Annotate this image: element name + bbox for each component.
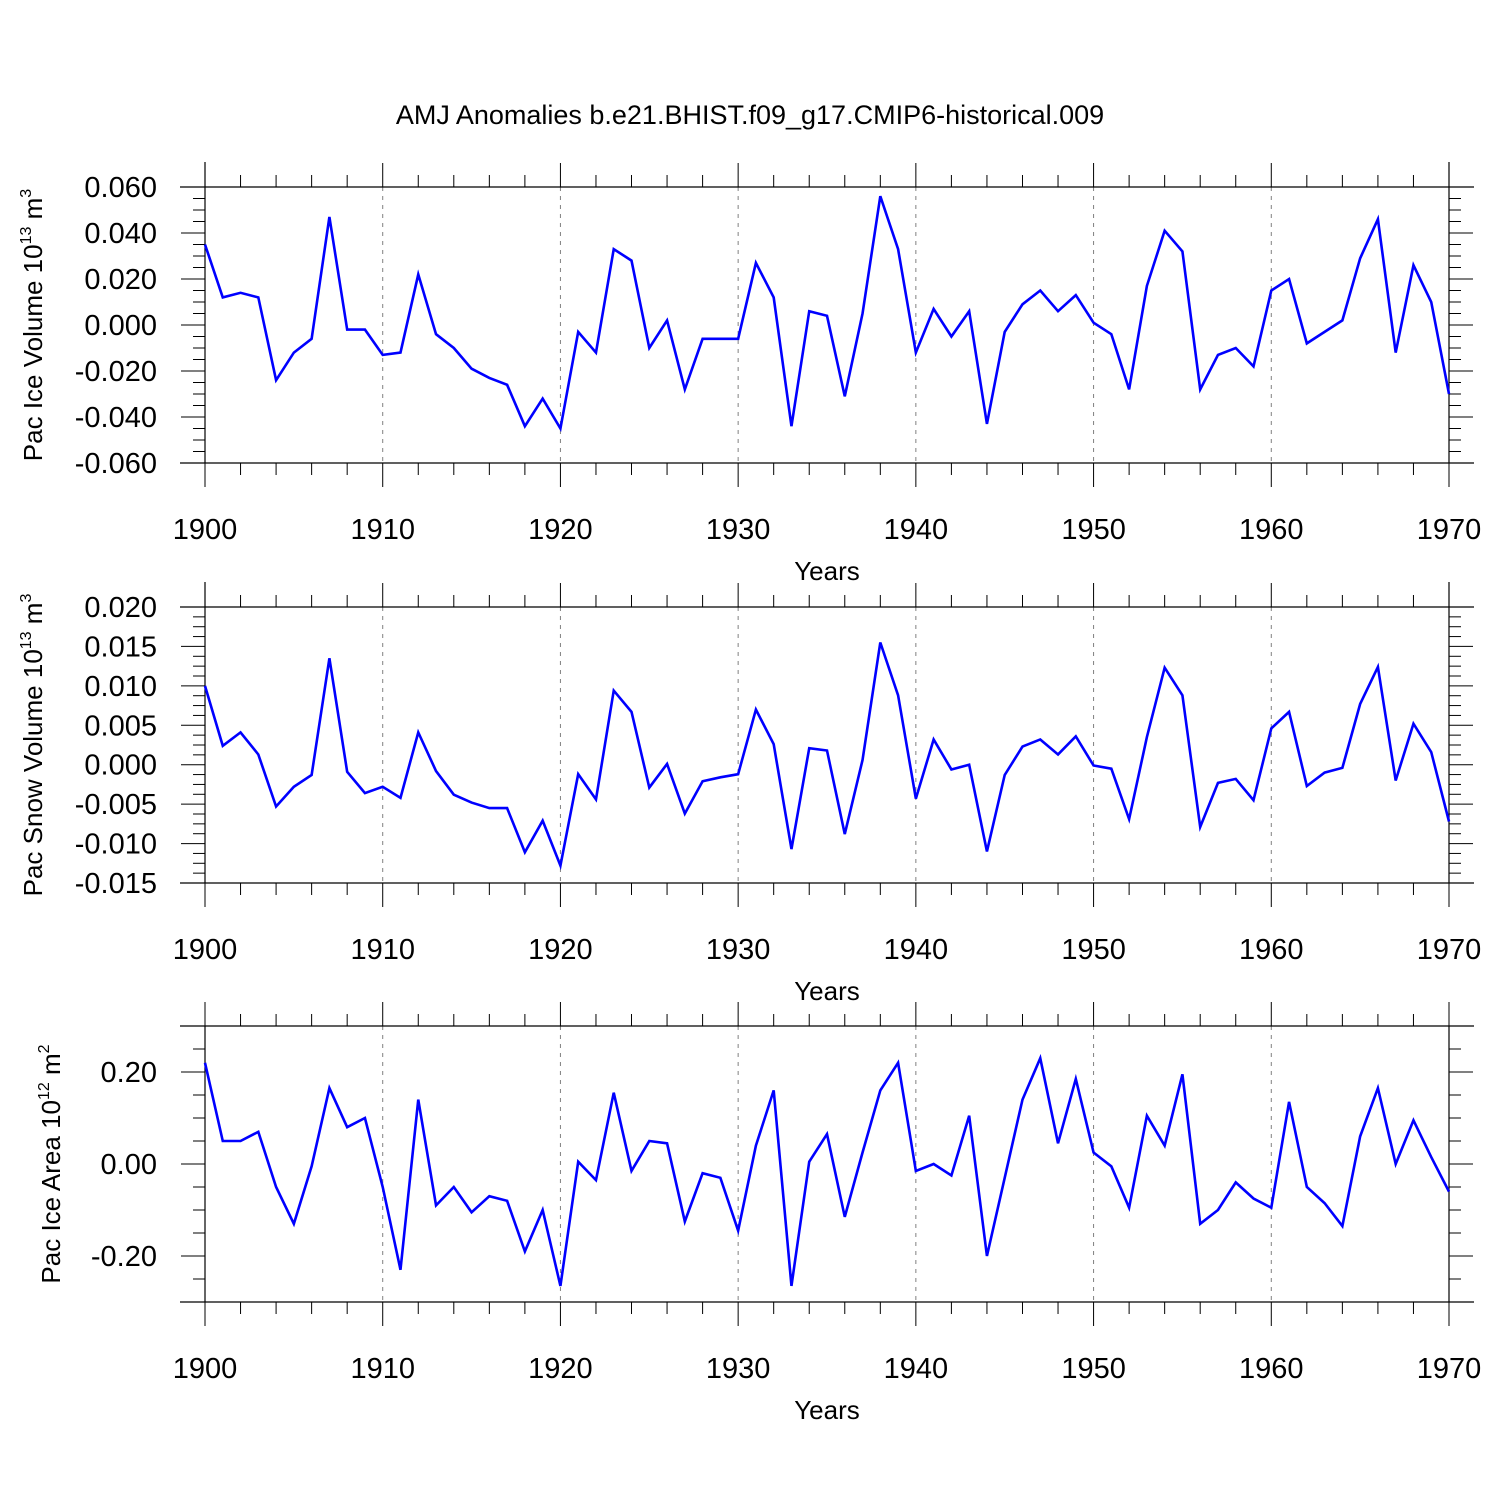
x-tick-label: 1960	[1239, 1353, 1304, 1385]
y-tick-label: 0.020	[84, 592, 157, 624]
x-tick-label: 1920	[528, 514, 593, 546]
x-tick-label: 1900	[173, 1353, 238, 1385]
y-tick-label: 0.010	[84, 671, 157, 703]
y-tick-label: 0.005	[84, 710, 157, 742]
x-tick-label: 1970	[1417, 1353, 1482, 1385]
y-tick-label: -0.060	[75, 448, 157, 480]
y-axis-label: Pac Ice Volume 1013 m3	[18, 189, 48, 462]
y-axis-label-unit-exp: 3	[18, 594, 35, 603]
x-axis-label: Years	[794, 976, 860, 1006]
y-tick-label: -0.040	[75, 402, 157, 434]
x-tick-label: 1940	[884, 934, 949, 966]
y-tick-label: 0.000	[84, 750, 157, 782]
panel-2: 1900 1910 1920 1930 1940 1950 1960 1970 Years 0.0…	[18, 582, 1481, 1006]
y-axis-label: Pac Snow Volume 1013 m3	[18, 594, 48, 897]
y-axis-label-unit: m	[36, 1053, 66, 1082]
panel-3: 1900 1910 1920 1930 1940 1950 1960 1970 Years 0.2…	[36, 1002, 1481, 1425]
y-tick-label: 0.00	[101, 1149, 157, 1181]
y-tick-label: 0.000	[84, 310, 157, 342]
y-axis-label-main: Pac Ice Volume 10	[18, 244, 48, 461]
x-tick-label: 1960	[1239, 934, 1304, 966]
x-tick-label: 1920	[528, 934, 593, 966]
y-tick-label: -0.20	[91, 1241, 157, 1273]
y-tick-label: -0.010	[75, 829, 157, 861]
y-axis-label-exp: 13	[18, 631, 35, 649]
y-axis-label-unit-exp: 2	[36, 1044, 53, 1053]
x-tick-label: 1970	[1417, 934, 1482, 966]
y-tick-label: 0.040	[84, 218, 157, 250]
x-axis-label: Years	[794, 1395, 860, 1425]
y-axis-label-exp: 12	[36, 1082, 53, 1100]
x-tick-label: 1930	[706, 1353, 771, 1385]
y-axis-label-exp: 13	[18, 226, 35, 244]
series-line	[203, 1053, 1451, 1287]
x-tick-label: 1940	[884, 514, 949, 546]
x-tick-label: 1940	[884, 1353, 949, 1385]
x-tick-label: 1970	[1417, 514, 1482, 546]
panels: 1900 1910 1920 1930 1940 1950 1960 1970 Years 0.0…	[18, 162, 1481, 1425]
y-tick-label: -0.015	[75, 868, 157, 900]
y-axis-label-unit-exp: 3	[18, 189, 35, 198]
x-tick-label: 1960	[1239, 514, 1304, 546]
y-axis-label: Pac Ice Area 1012 m2	[36, 1044, 66, 1283]
x-tick-label: 1950	[1061, 514, 1126, 546]
y-tick-label: -0.005	[75, 789, 157, 821]
x-tick-label: 1910	[350, 1353, 415, 1385]
x-tick-label: 1930	[706, 514, 771, 546]
x-axis-label: Years	[794, 556, 860, 586]
x-tick-label: 1910	[350, 934, 415, 966]
y-axis-label-main: Pac Ice Area 10	[36, 1100, 66, 1284]
y-tick-label: 0.060	[84, 172, 157, 204]
y-axis-label-unit: m	[18, 603, 48, 632]
x-tick-label: 1950	[1061, 1353, 1126, 1385]
series-line	[203, 195, 1451, 433]
x-tick-label: 1910	[350, 514, 415, 546]
x-tick-label: 1920	[528, 1353, 593, 1385]
y-tick-label: 0.20	[101, 1057, 157, 1089]
x-tick-label: 1950	[1061, 934, 1126, 966]
y-axis-label-main: Pac Snow Volume 10	[18, 649, 48, 896]
y-tick-label: -0.020	[75, 356, 157, 388]
y-axis-label-unit: m	[18, 198, 48, 227]
x-tick-label: 1900	[173, 514, 238, 546]
y-tick-label: 0.020	[84, 264, 157, 296]
panel-1: 1900 1910 1920 1930 1940 1950 1960 1970 Years 0.0…	[18, 162, 1481, 586]
series-line	[203, 642, 1451, 871]
x-tick-label: 1930	[706, 934, 771, 966]
figure-title: AMJ Anomalies b.e21.BHIST.f09_g17.CMIP6-…	[396, 100, 1104, 130]
x-tick-label: 1900	[173, 934, 238, 966]
y-tick-label: 0.015	[84, 631, 157, 663]
